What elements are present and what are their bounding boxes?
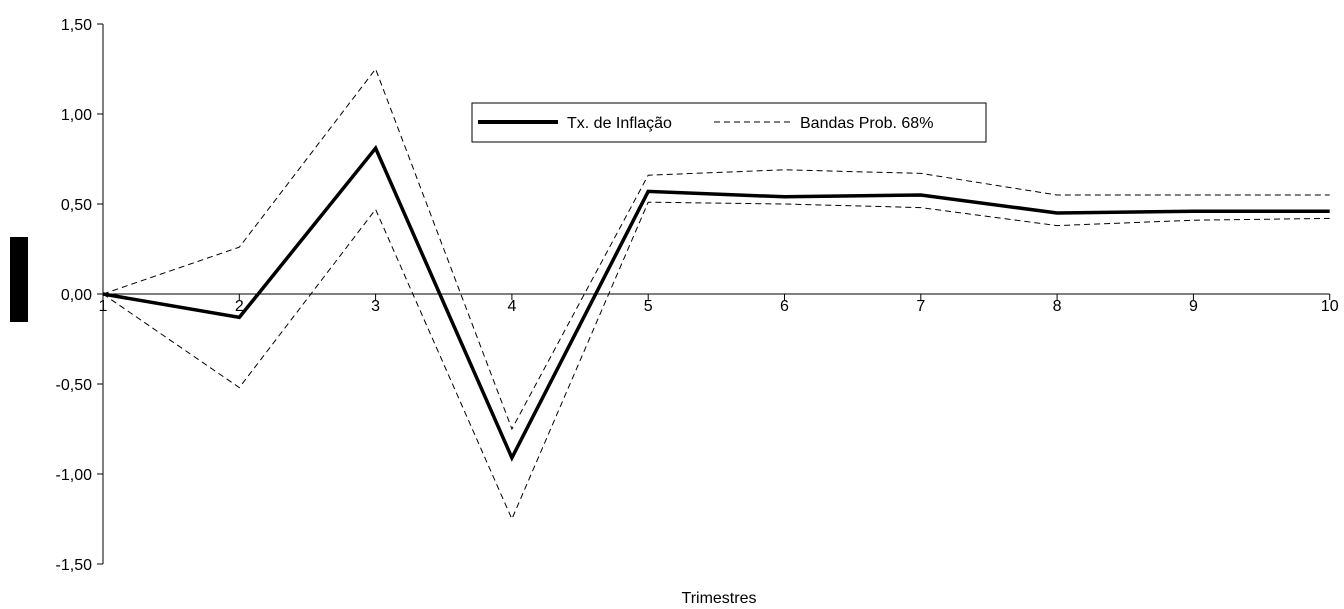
legend-label-inflation: Tx. de Inflação [567, 115, 672, 132]
plot-area: 1,50 1,00 0,50 0,00 -0,50 -1,00 -1,50 1 2 3 4 5 6 7 8 9… [56, 17, 1339, 574]
x-tick-label: 6 [780, 298, 789, 315]
y-tick-label: 0,00 [61, 287, 92, 304]
legend-label-bands: Bandas Prob. 68% [800, 115, 933, 132]
x-tick-label: 4 [507, 298, 516, 315]
x-tick-label: 1 [99, 298, 108, 315]
x-tick-label: 5 [644, 298, 653, 315]
series-line-upper-band [102, 67, 1330, 431]
legend: Tx. de Inflação Bandas Prob. 68% [471, 102, 987, 143]
y-tick-label: 1,00 [61, 107, 92, 124]
x-axis-title: Trimestres [682, 590, 757, 607]
y-tick-label: -1,50 [56, 557, 93, 574]
x-tick-label: 2 [235, 298, 244, 315]
x-tick-label: 8 [1053, 298, 1062, 315]
y-tick-label: -0,50 [56, 377, 93, 394]
y-tick-label: 1,50 [61, 17, 92, 34]
series-line-lower-band [102, 201, 1330, 521]
x-tick-label: 3 [371, 298, 380, 315]
x-tick-label: 9 [1189, 298, 1198, 315]
series-line-inflation [102, 144, 1330, 462]
y-tick-label: 0,50 [61, 197, 92, 214]
y-tick-label: -1,00 [56, 467, 93, 484]
x-tick-label: 7 [916, 298, 925, 315]
black-marker-bar [10, 237, 28, 322]
x-tick-label: 10 [1321, 298, 1339, 315]
